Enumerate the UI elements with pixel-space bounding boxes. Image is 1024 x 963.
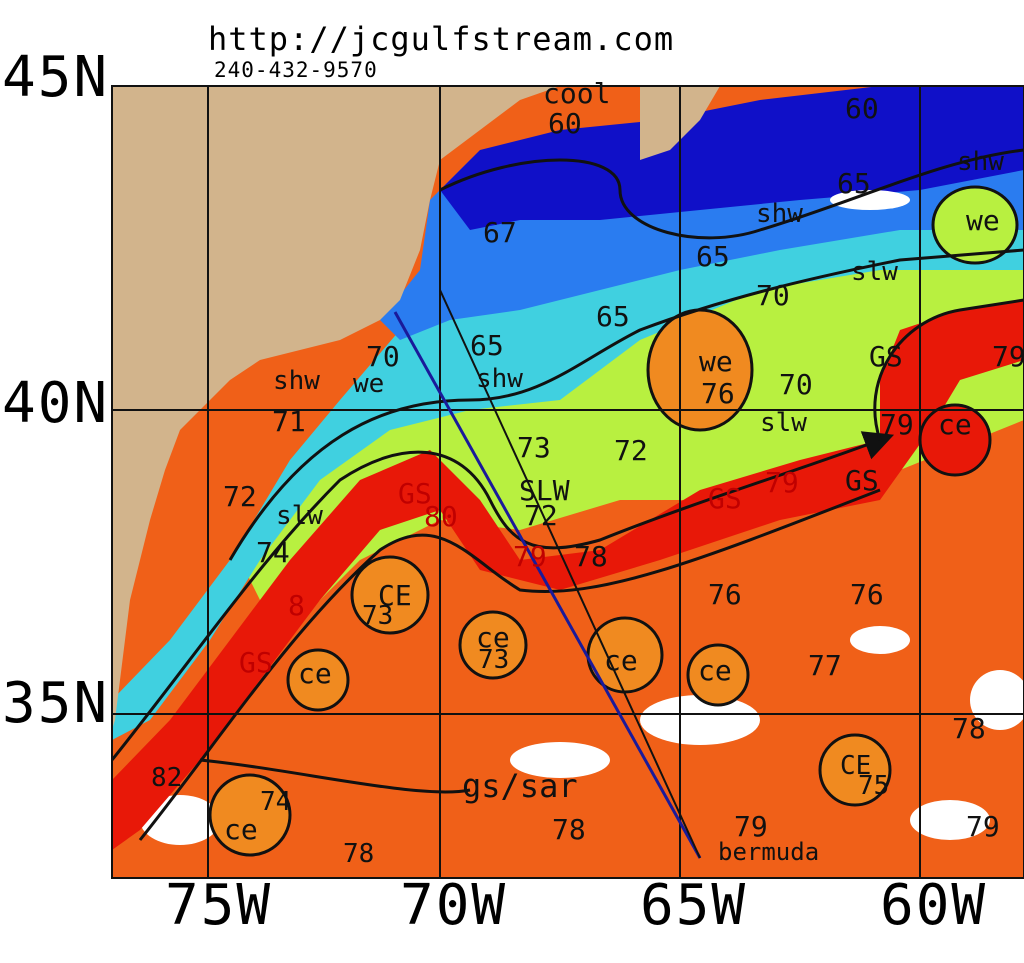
annotation: CE (378, 579, 412, 612)
annotation: 67 (483, 216, 517, 249)
annotation: 79 (966, 810, 1000, 843)
annotation: 82 (151, 763, 182, 793)
annotation: bermuda (718, 838, 819, 866)
annotation: 78 (952, 712, 986, 745)
annotation: 76 (708, 578, 742, 611)
gulf-stream-current (112, 300, 1024, 850)
warm-eddy (931, 185, 1019, 265)
annotation: 78 (552, 813, 586, 846)
annotation: ce (224, 813, 258, 846)
annotation: slw (276, 501, 323, 531)
route-line-alt (439, 289, 701, 859)
phone-number: 240-432-9570 (214, 58, 378, 82)
lon-label: 65W (640, 873, 748, 938)
annotation: ce (698, 654, 732, 687)
annotation: 76 (850, 578, 884, 611)
annotation: shw (273, 366, 320, 396)
annotation: 72 (524, 499, 558, 532)
cold-water (440, 86, 1024, 230)
annotation: we (353, 369, 384, 399)
slope-water (240, 270, 1024, 640)
annotation: 79 (734, 810, 768, 843)
annotation: 74 (260, 787, 291, 817)
annotation: ce (604, 644, 638, 677)
annotation: 65 (696, 240, 730, 273)
annotation: 8 (288, 589, 305, 622)
cold-eddy (208, 773, 292, 857)
shelf-water (112, 220, 1024, 740)
cold-eddy (686, 643, 750, 707)
graticule (112, 86, 1024, 878)
annotation-labels: cool 60 60 shw 65 shw we 67 65 slw 70 65… (151, 77, 1024, 869)
annotation: gs/sar (462, 767, 578, 805)
route-line (393, 311, 702, 859)
annotation: GS (869, 340, 903, 373)
annotation: ce (298, 657, 332, 690)
annotation: cool (543, 77, 610, 110)
annotation: GS (239, 646, 273, 679)
map-area (112, 86, 1024, 878)
annotation: 70 (366, 340, 400, 373)
annotation: 71 (272, 405, 306, 438)
annotation: 79 (992, 340, 1024, 373)
annotation: ce (476, 621, 510, 654)
cold-eddy (350, 555, 430, 635)
annotation: we (699, 345, 733, 378)
annotation: GS (708, 482, 742, 515)
annotation: 73 (478, 645, 509, 675)
cold-eddy (818, 733, 892, 807)
lon-label: 75W (165, 873, 273, 938)
lat-label: 40N (2, 371, 110, 436)
annotation: slw (760, 408, 807, 438)
cold-eddy (458, 610, 528, 680)
annotation: ce (938, 408, 972, 441)
cold-eddy (286, 648, 350, 712)
annotation: 79 (880, 408, 914, 441)
annotation: 73 (362, 601, 393, 631)
annotation: 60 (845, 92, 879, 125)
annotation: 76 (701, 377, 735, 410)
lat-label: 35N (2, 671, 110, 736)
annotation: SLW (519, 474, 570, 507)
map-frame (111, 85, 1024, 879)
annotation: shw (476, 364, 523, 394)
annotation: 65 (596, 300, 630, 333)
annotation: 70 (756, 279, 790, 312)
annotation: GS (845, 464, 879, 497)
annotation: 79 (513, 540, 547, 573)
annotation: shw (756, 199, 803, 229)
annotation: we (966, 204, 1000, 237)
annotation: 74 (256, 536, 290, 569)
lon-label: 70W (400, 873, 508, 938)
annotation: 73 (517, 431, 551, 464)
annotation: 65 (837, 167, 871, 200)
site-url[interactable]: http://jcgulfstream.com (208, 20, 675, 58)
annotation: 70 (779, 368, 813, 401)
annotation: shw (957, 147, 1004, 177)
land-mass (112, 86, 560, 730)
annotation: GS (398, 477, 432, 510)
annotation: slw (851, 257, 898, 287)
annotation: 65 (470, 329, 504, 362)
cloud-cover (140, 190, 1024, 845)
annotation: 78 (343, 839, 374, 869)
annotation: 80 (424, 500, 458, 533)
annotation: 77 (808, 649, 842, 682)
annotation: 72 (223, 480, 257, 513)
annotation: 72 (614, 434, 648, 467)
annotation: 78 (574, 540, 608, 573)
annotation: CE (840, 751, 871, 781)
annotation: 60 (548, 107, 582, 140)
lat-label: 45N (2, 45, 110, 110)
annotation: 79 (765, 466, 799, 499)
annotation: 75 (858, 771, 889, 801)
lon-label: 60W (880, 873, 988, 938)
